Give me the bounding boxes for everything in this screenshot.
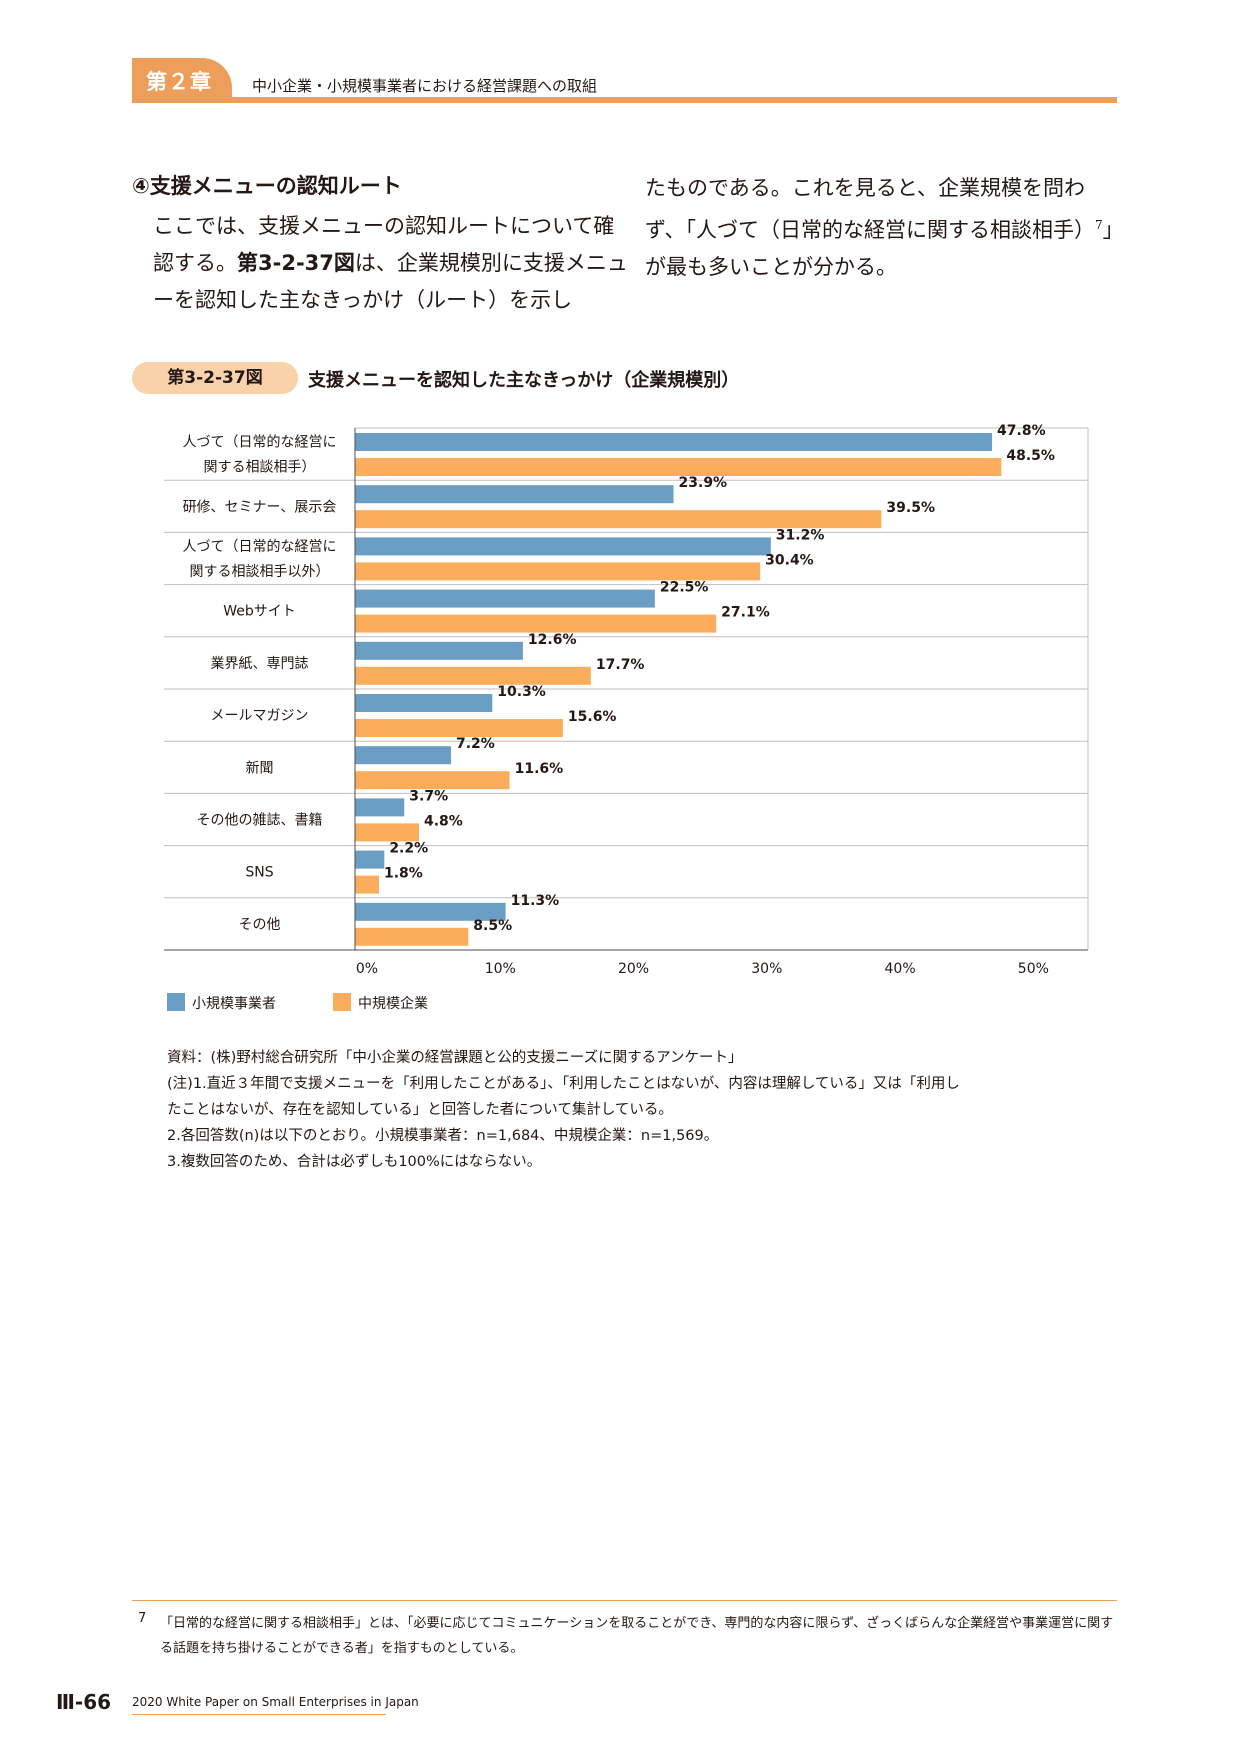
body-paragraph-right: たものである。これを見ると、企業規模を問わず、「人づて（日常的な経営に関する相談… xyxy=(645,170,1123,286)
chapter-rule xyxy=(132,97,1117,103)
legend-label-medium: 中規模企業 xyxy=(358,996,428,1012)
para-right-text-1: たものである。これを見ると、企業規模を問わず、「人づて（日常的な経営に関する相談… xyxy=(645,176,1096,242)
bar xyxy=(355,614,717,633)
data-label: 47.8% xyxy=(997,423,1046,439)
note-1b: たことはないが、存在を認知している」と回答した者について集計している。 xyxy=(167,1102,673,1118)
bar xyxy=(355,746,451,765)
category-label: SNS xyxy=(245,865,273,881)
category-label: メールマガジン xyxy=(211,708,309,724)
category-label: 関する相談相手以外） xyxy=(190,564,330,580)
bar xyxy=(355,562,761,581)
data-label: 2.2% xyxy=(389,841,428,857)
category-label: 業界紙、専門誌 xyxy=(211,656,309,672)
bar xyxy=(355,902,506,921)
bar xyxy=(355,537,771,556)
tick-label: 50% xyxy=(1018,961,1049,977)
section-heading: ④支援メニューの認知ルート xyxy=(132,174,402,198)
bar xyxy=(355,694,493,712)
footnote-number: 7 xyxy=(138,1611,147,1626)
bar xyxy=(355,719,563,737)
category-label: 人づて（日常的な経営に xyxy=(183,539,337,555)
figure-badge xyxy=(132,362,298,394)
data-label: 3.7% xyxy=(409,788,448,804)
bar xyxy=(355,433,993,451)
chapter-title: 中小企業・小規模事業者における経営課題への取組 xyxy=(252,77,598,95)
data-label: 10.3% xyxy=(497,684,546,700)
bar xyxy=(355,458,1002,476)
data-label: 22.5% xyxy=(660,580,709,596)
bar xyxy=(355,798,405,817)
source-note: 資料：(株)野村総合研究所「中小企業の経営課題と公的支援ニーズに関するアンケート… xyxy=(167,1050,743,1066)
legend-label-small: 小規模事業者 xyxy=(192,996,276,1012)
data-label: 17.7% xyxy=(596,657,645,673)
figure-number: 第3-2-37図 xyxy=(167,368,263,388)
data-label: 1.8% xyxy=(384,866,423,882)
bar xyxy=(355,927,469,946)
data-label: 4.8% xyxy=(424,813,463,829)
data-label: 31.2% xyxy=(776,527,825,543)
legend-swatch-medium xyxy=(333,993,351,1011)
data-label: 11.3% xyxy=(511,893,560,909)
data-label: 11.6% xyxy=(515,761,564,777)
bar xyxy=(355,485,674,504)
data-label: 23.9% xyxy=(679,475,728,491)
page-number: Ⅲ-66 xyxy=(56,1690,112,1714)
note-1a: (注)1.直近３年間で支援メニューを「利用したことがある」、「利用したことはない… xyxy=(167,1076,960,1092)
data-label: 15.6% xyxy=(568,709,617,725)
para-left-text-2: は、企業規模別に支援メニューを認知した主なきっかけ（ルート）を示し xyxy=(153,251,628,312)
body-paragraph-left: ここでは、支援メニューの認知ルートについて確認する。第3-2-37図は、企業規模… xyxy=(132,208,628,319)
data-label: 8.5% xyxy=(473,918,512,934)
note-2: 2.各回答数(n)は以下のとおり。小規模事業者：n=1,684、中規模企業：n=… xyxy=(167,1128,719,1144)
bar xyxy=(355,771,510,790)
figure-title: 支援メニューを認知した主なきっかけ（企業規模別） xyxy=(308,370,740,391)
publication-title: 2020 White Paper on Small Enterprises in… xyxy=(132,1695,419,1709)
data-label: 27.1% xyxy=(721,605,770,621)
tick-label: 10% xyxy=(485,961,516,977)
tick-label: 40% xyxy=(885,961,916,977)
bar xyxy=(355,510,882,529)
footnote-marker: 7 xyxy=(1095,218,1103,232)
footnote-rule xyxy=(132,1600,1117,1601)
bar xyxy=(355,641,523,660)
category-label: その他 xyxy=(239,917,281,933)
category-label: 人づて（日常的な経営に xyxy=(183,435,337,451)
category-label: その他の雑誌、書籍 xyxy=(197,812,323,829)
data-label: 12.6% xyxy=(528,632,577,648)
data-label: 39.5% xyxy=(886,500,935,516)
data-label: 48.5% xyxy=(1006,448,1055,464)
category-label: 関する相談相手） xyxy=(204,460,316,476)
para-right-text-2: 」が最も多いことが分かる。 xyxy=(645,218,1114,279)
bar xyxy=(355,875,379,894)
para-left-text-1: ここでは、支援メニューの認知ルートについて確認する。 xyxy=(153,214,615,275)
category-label: 研修、セミナー、展示会 xyxy=(183,499,337,515)
tick-label: 20% xyxy=(618,961,649,977)
footnote-text: 「日常的な経営に関する相談相手」とは、「必要に応じてコミュニケーションを取ること… xyxy=(160,1616,1114,1656)
chapter-label: 第２章 xyxy=(146,70,212,94)
legend-swatch-small xyxy=(167,993,185,1011)
bar-chart: 人づて（日常的な経営に関する相談相手） 47.8% 48.5% 研修、セミナー、展示会… xyxy=(164,423,1089,977)
bar xyxy=(355,823,419,842)
figure-reference: 第3-2-37図 xyxy=(237,251,355,275)
note-3: 3.複数回答のため、合計は必ずしも100%にはならない。 xyxy=(167,1154,542,1170)
bar xyxy=(355,666,591,685)
category-label: 新聞 xyxy=(246,760,274,776)
footer-rule xyxy=(132,1714,386,1715)
data-label: 30.4% xyxy=(765,552,814,568)
bar xyxy=(355,589,655,608)
tick-label: 0% xyxy=(356,961,378,977)
chapter-tab xyxy=(132,58,232,100)
tick-label: 30% xyxy=(751,961,782,977)
category-label: Webサイト xyxy=(223,604,296,620)
bar xyxy=(355,850,385,869)
data-label: 7.2% xyxy=(456,736,495,752)
